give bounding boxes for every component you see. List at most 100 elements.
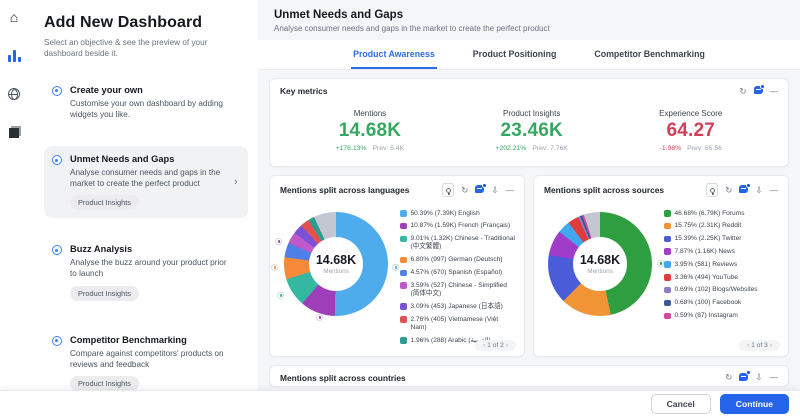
option-title: Buzz Analysis: [70, 244, 133, 255]
comment-icon[interactable]: [739, 182, 751, 195]
donut-center: 14.68K Mentions: [573, 236, 627, 291]
objective-panel: Add New Dashboard Select an objective & …: [28, 0, 258, 417]
legend-item[interactable]: 3.95% (581) Reviews: [664, 261, 780, 269]
option-unmet-needs-and-gaps[interactable]: Unmet Needs and Gaps Analyse consumer ne…: [44, 146, 248, 219]
legend-item[interactable]: 4.57% (670) Spanish (Español): [400, 269, 516, 277]
option-description: Analyse consumer needs and gaps in the m…: [70, 168, 221, 189]
languages-card: Mentions split across languages ↻ ⇩ —: [269, 175, 525, 357]
download-icon[interactable]: ⇩: [491, 184, 499, 195]
card-title: Key metrics: [280, 86, 328, 96]
option-title: Create your own: [70, 85, 143, 96]
option-badge: Product Insights: [70, 375, 139, 391]
metric-value: 23.46K: [500, 120, 563, 141]
legend-item[interactable]: 2.76% (405) Vietnamese (Việt Nam): [400, 316, 516, 332]
legend-item[interactable]: 15.75% (2.31K) Reddit: [664, 222, 780, 230]
radio-icon[interactable]: [52, 155, 62, 166]
cancel-button[interactable]: Cancel: [650, 394, 711, 414]
donut-annotation-dot: [392, 263, 399, 271]
metric-delta: -1.98%: [659, 145, 682, 152]
donut-total: 14.68K: [315, 252, 357, 267]
bar-chart-icon[interactable]: [7, 48, 21, 62]
metric-value: 14.68K: [338, 120, 402, 141]
legend-item[interactable]: 46.68% (6.79K) Forums: [664, 210, 780, 218]
collapse-icon[interactable]: —: [505, 184, 515, 195]
metric-prev: Prev: 7.76K: [532, 145, 568, 152]
collapse-icon[interactable]: —: [769, 85, 779, 96]
dashboard-preview: Unmet Needs and Gaps Analyse consumer ne…: [258, 0, 800, 417]
key-metrics-card: Key metrics ↻ — Mentions 14.68K +178.13%…: [269, 78, 789, 167]
refresh-icon[interactable]: ↻: [739, 85, 747, 96]
continue-button[interactable]: Continue: [719, 394, 789, 414]
donut-annotation-dot: [271, 263, 278, 271]
legend-item[interactable]: 6.80% (997) German (Deutsch): [400, 256, 516, 264]
card-title: Mentions split across sources: [544, 184, 665, 195]
tab-product-positioning[interactable]: Product Positioning: [472, 49, 557, 59]
metric-mentions: Mentions 14.68K +178.13% Prev: 5.4K: [336, 109, 405, 152]
legend-item[interactable]: 3.36% (494) YouTube: [664, 274, 780, 282]
cube-icon[interactable]: [7, 124, 21, 138]
legend-item[interactable]: 3.59% (527) Chinese - Simplified (简体中文): [400, 282, 516, 298]
comment-icon[interactable]: [739, 370, 751, 383]
legend-item[interactable]: 9.01% (1.32K) Chinese - Traditional (中文繁…: [400, 235, 516, 251]
preview-header: Unmet Needs and Gaps Analyse consumer ne…: [258, 0, 800, 40]
metric-value: 64.27: [666, 120, 715, 141]
languages-legend: 50.39% (7.39K) English 10.87% (1.59K) Fr…: [392, 204, 516, 350]
comment-icon[interactable]: [475, 182, 487, 195]
icon-rail: ⌂: [0, 0, 28, 417]
metric-product-insights: Product Insights 23.46K +202.21% Prev: 7…: [496, 109, 568, 152]
preview-title: Unmet Needs and Gaps: [274, 9, 404, 21]
legend-item[interactable]: 0.68% (100) Facebook: [664, 299, 780, 307]
metric-prev: Prev: 5.4K: [372, 145, 405, 152]
tab-product-awareness[interactable]: Product Awareness: [351, 49, 437, 69]
comment-icon[interactable]: [753, 83, 765, 96]
refresh-icon[interactable]: ↻: [461, 184, 469, 195]
globe-icon[interactable]: [7, 86, 21, 101]
card-title: Mentions split across languages: [280, 184, 410, 195]
option-title: Unmet Needs and Gaps: [70, 154, 175, 165]
legend-pagination[interactable]: ‹ 1 of 2 ›: [475, 339, 516, 351]
tab-competitor-benchmarking[interactable]: Competitor Benchmarking: [594, 49, 705, 59]
download-icon[interactable]: ⇩: [755, 184, 763, 195]
metric-label: Product Insights: [502, 109, 561, 118]
donut-annotation-dot: [275, 237, 282, 245]
legend-item[interactable]: 7.87% (1.16K) News: [664, 248, 780, 256]
home-icon[interactable]: ⌂: [9, 9, 19, 25]
refresh-icon[interactable]: ↻: [725, 372, 733, 383]
legend-item[interactable]: 50.39% (7.39K) English: [400, 210, 516, 218]
option-create-your-own[interactable]: Create your own Customise your own dashb…: [44, 77, 248, 128]
legend-item[interactable]: 0.59% (87) Instagram: [664, 312, 780, 320]
bulb-icon[interactable]: [442, 183, 455, 197]
option-description: Compare against competitors' products on…: [70, 348, 224, 369]
refresh-icon[interactable]: ↻: [725, 184, 733, 195]
radio-icon[interactable]: [52, 245, 62, 256]
radio-icon[interactable]: [52, 335, 62, 346]
option-description: Customise your own dashboard by adding w…: [70, 99, 223, 120]
metric-delta: +202.21%: [495, 145, 527, 152]
footer-bar: Cancel Continue: [0, 390, 800, 417]
donut-annotation-dot: [657, 259, 664, 267]
legend-item[interactable]: 0.69% (102) Blogs/Websites: [664, 286, 780, 294]
bulb-icon[interactable]: [706, 183, 719, 197]
chevron-right-icon[interactable]: ›: [234, 176, 238, 189]
legend-item[interactable]: 10.87% (1.59K) French (Français): [400, 222, 516, 230]
preview-subtitle: Analyse consumer needs and gaps in the m…: [274, 24, 550, 33]
option-competitor-benchmarking[interactable]: Competitor Benchmarking Compare against …: [44, 327, 248, 399]
page-subtitle: Select an objective & see the preview of…: [44, 38, 208, 59]
legend-item[interactable]: 15.39% (2.25K) Twitter: [664, 235, 780, 243]
donut-total-label: Mentions: [587, 267, 613, 275]
collapse-icon[interactable]: —: [769, 372, 779, 383]
metric-experience-score: Experience Score 64.27 -1.98% Prev: 65.5…: [659, 109, 722, 152]
preview-body: Key metrics ↻ — Mentions 14.68K +178.13%…: [258, 70, 800, 417]
download-icon[interactable]: ⇩: [755, 372, 763, 383]
option-buzz-analysis[interactable]: Buzz Analysis Analyse the buzz around yo…: [44, 236, 248, 308]
sources-legend: 46.68% (6.79K) Forums 15.75% (2.31K) Red…: [656, 204, 780, 325]
collapse-icon[interactable]: —: [769, 184, 779, 195]
option-badge: Product Insights: [70, 285, 139, 301]
countries-card: Mentions split across countries ↻ ⇩ —: [269, 364, 789, 387]
donut-center: 14.68K Mentions: [309, 236, 363, 291]
radio-icon[interactable]: [52, 86, 62, 97]
legend-item[interactable]: 3.09% (453) Japanese (日本語): [400, 303, 516, 311]
sources-card: Mentions split across sources ↻ ⇩ —: [533, 175, 789, 357]
option-badge: Product Insights: [70, 195, 139, 211]
legend-pagination[interactable]: ‹ 1 of 3 ›: [739, 339, 780, 351]
